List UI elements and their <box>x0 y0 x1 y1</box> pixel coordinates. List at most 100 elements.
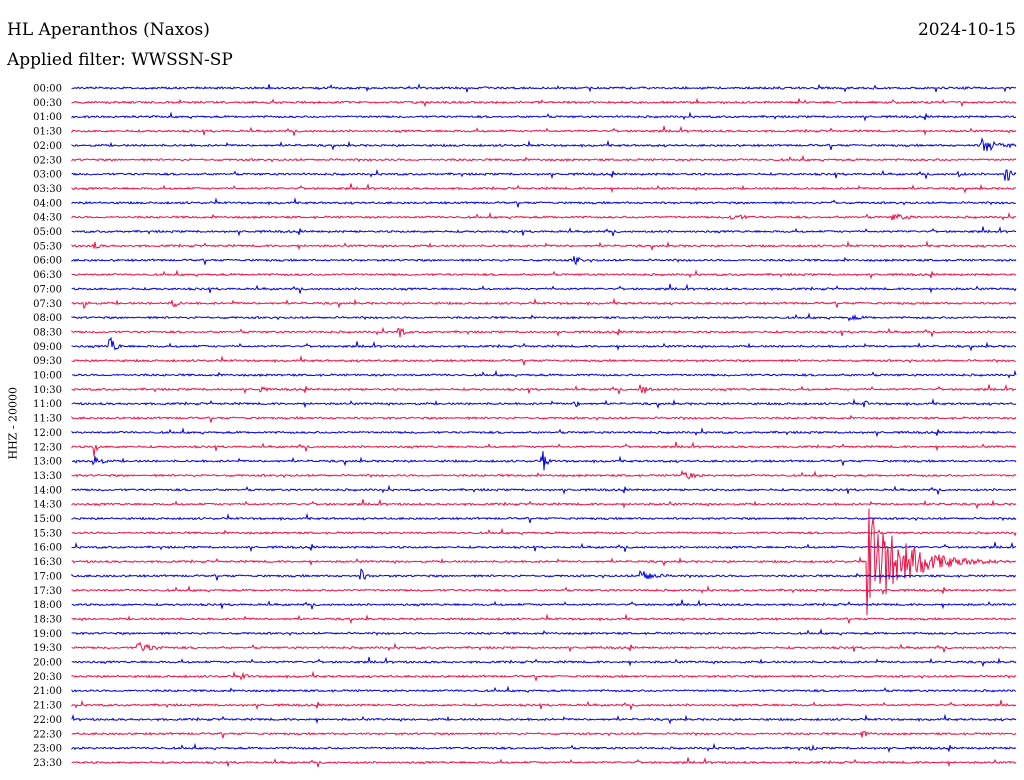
trace-line <box>71 541 1017 553</box>
row-time-label: 17:00 <box>33 571 62 582</box>
row-time-label: 23:30 <box>33 758 62 769</box>
trace-line <box>71 326 1017 338</box>
row-time-label: 16:30 <box>33 557 62 568</box>
trace-line <box>71 369 1017 379</box>
filter-label: Applied filter: WWSSN-SP <box>7 50 233 70</box>
row-time-label: 06:00 <box>33 256 62 267</box>
row-time-label: 04:30 <box>33 213 62 224</box>
trace-line <box>71 441 1017 457</box>
row-time-label: 21:00 <box>33 686 62 697</box>
date-label: 2024-10-15 <box>917 20 1016 40</box>
row-time-label: 04:00 <box>33 198 62 209</box>
trace-line <box>71 297 1017 310</box>
trace-line <box>71 757 1017 768</box>
row-time-label: 15:00 <box>33 514 62 525</box>
row-time-label: 23:00 <box>33 744 62 755</box>
trace-line <box>71 527 1017 537</box>
row-time-label: 05:30 <box>33 241 62 252</box>
row-time-label: 19:00 <box>33 629 62 640</box>
trace-line <box>71 469 1017 480</box>
row-time-label: 06:30 <box>33 270 62 281</box>
row-time-label: 01:00 <box>33 112 62 123</box>
trace-line <box>71 97 1017 108</box>
trace-line <box>71 484 1017 495</box>
row-time-label: 08:30 <box>33 327 62 338</box>
trace-line <box>71 641 1017 653</box>
row-time-label: 14:30 <box>33 500 62 511</box>
trace-line <box>71 414 1017 423</box>
trace-line <box>71 451 1017 471</box>
row-time-label: 05:00 <box>33 227 62 238</box>
trace-line <box>71 312 1017 322</box>
station-title: HL Aperanthos (Naxos) <box>7 20 210 40</box>
trace-line <box>71 628 1017 636</box>
trace-line <box>71 211 1017 221</box>
trace-line <box>71 197 1017 208</box>
row-time-label: 03:30 <box>33 184 62 195</box>
trace-line <box>71 584 1017 596</box>
trace-line <box>71 498 1017 510</box>
trace-line <box>71 599 1017 610</box>
trace-line <box>71 742 1017 754</box>
trace-line <box>71 256 1017 266</box>
trace-line <box>71 154 1017 163</box>
row-time-label: 00:00 <box>33 84 62 95</box>
row-time-label: 22:30 <box>33 729 62 740</box>
row-time-label: 22:00 <box>33 715 62 726</box>
trace-line <box>71 111 1017 122</box>
row-time-label: 10:00 <box>33 371 62 382</box>
trace-line <box>71 137 1017 152</box>
row-time-label: 18:00 <box>33 600 62 611</box>
row-time-label: 01:30 <box>33 127 62 138</box>
trace-line <box>71 240 1017 252</box>
trace-line <box>71 512 1017 524</box>
row-time-label: 12:30 <box>33 442 62 453</box>
row-time-label: 12:00 <box>33 428 62 439</box>
row-time-label: 14:00 <box>33 485 62 496</box>
row-time-label: 02:30 <box>33 155 62 166</box>
row-time-label: 10:30 <box>33 385 62 396</box>
trace-line <box>71 168 1017 181</box>
trace-line <box>71 568 1017 581</box>
row-time-label: 07:00 <box>33 284 62 295</box>
trace-line <box>71 730 1017 739</box>
row-time-label: 03:00 <box>33 170 62 181</box>
row-time-label: 07:30 <box>33 299 62 310</box>
trace-line <box>71 685 1017 694</box>
trace-line <box>71 83 1017 93</box>
trace-line <box>71 183 1017 194</box>
trace-line <box>71 699 1017 711</box>
row-time-label: 11:00 <box>33 399 62 410</box>
row-time-label: 15:30 <box>33 528 62 539</box>
trace-line <box>71 670 1017 681</box>
trace-line <box>71 283 1017 294</box>
trace-line <box>71 613 1017 625</box>
trace-line <box>71 397 1017 409</box>
trace-line <box>71 656 1017 668</box>
row-time-label: 00:30 <box>33 98 62 109</box>
trace-line <box>71 269 1017 280</box>
row-time-label: 20:00 <box>33 658 62 669</box>
trace-line <box>71 336 1017 352</box>
trace-line <box>71 125 1017 136</box>
row-time-label: 09:30 <box>33 356 62 367</box>
row-time-label: 09:00 <box>33 342 62 353</box>
trace-line <box>71 427 1017 438</box>
row-time-label: 02:00 <box>33 141 62 152</box>
trace-line <box>71 354 1017 366</box>
row-time-label: 16:00 <box>33 543 62 554</box>
row-time-label: 19:30 <box>33 643 62 654</box>
row-time-label: 08:00 <box>33 313 62 324</box>
trace-line <box>71 226 1017 237</box>
row-time-label: 13:00 <box>33 457 62 468</box>
trace-line <box>71 713 1017 725</box>
row-time-label: 11:30 <box>33 414 62 425</box>
row-time-label: 21:30 <box>33 701 62 712</box>
row-time-label: 17:30 <box>33 586 62 597</box>
row-time-label: 13:30 <box>33 471 62 482</box>
trace-line <box>71 383 1017 395</box>
trace-line <box>71 508 1017 616</box>
row-time-label: 20:30 <box>33 672 62 683</box>
row-time-label: 18:30 <box>33 614 62 625</box>
